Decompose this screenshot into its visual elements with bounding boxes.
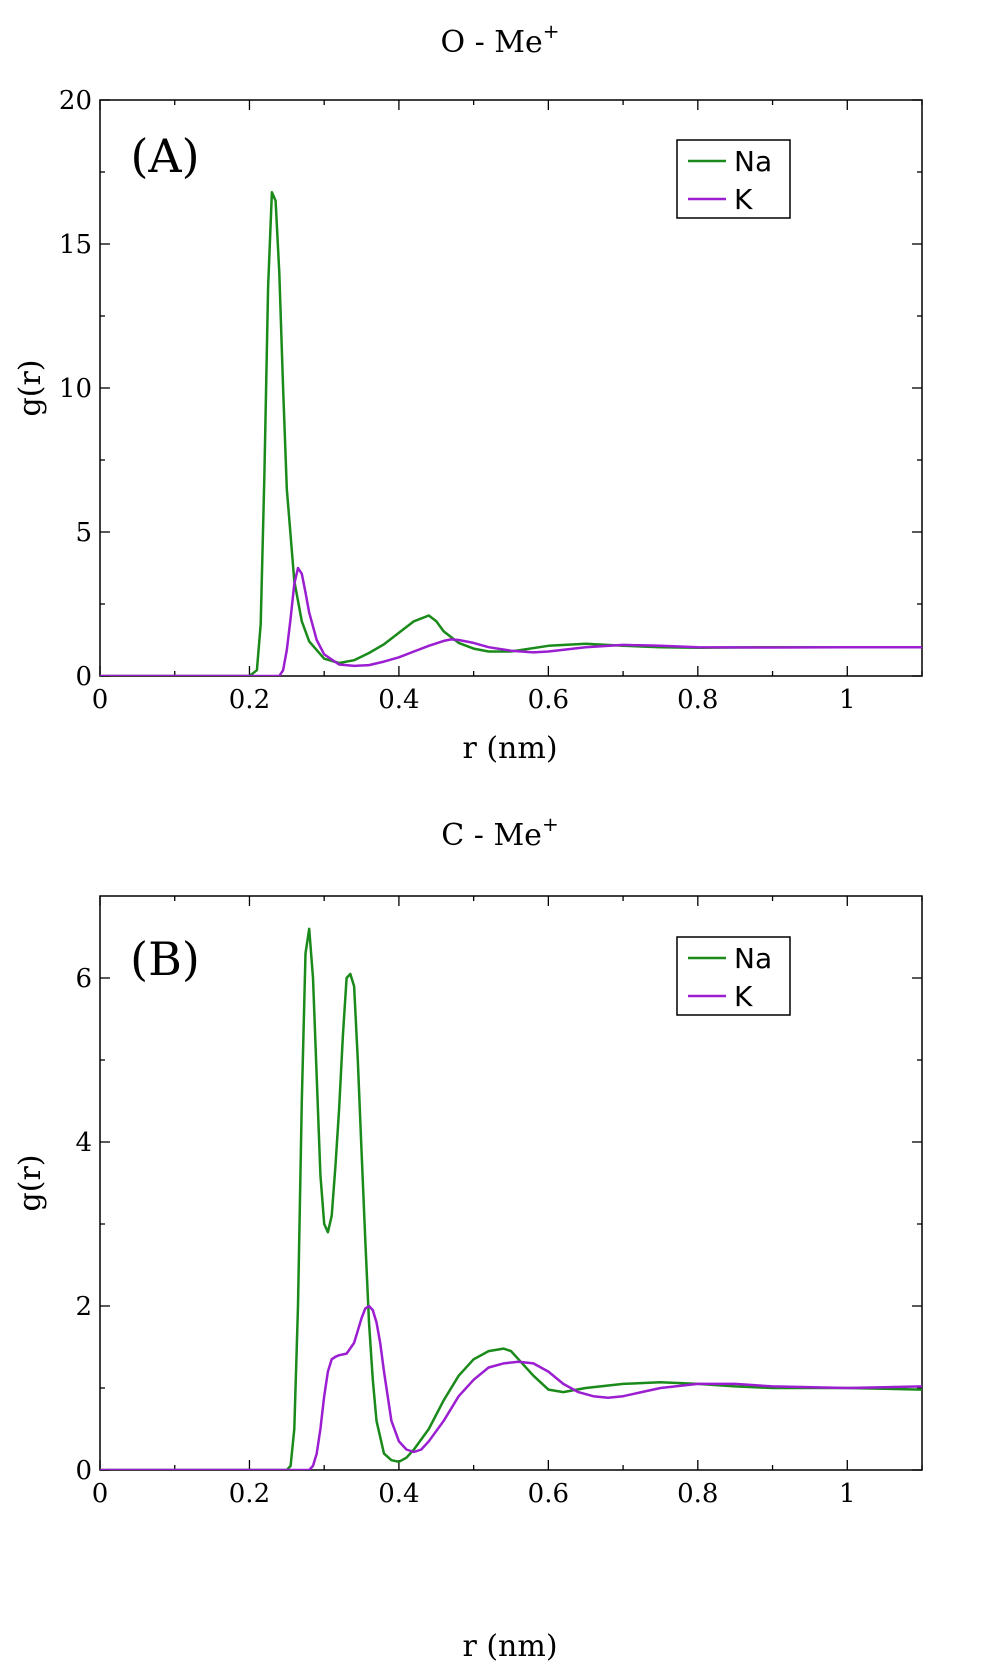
y-tick-label-a: 5 [75,518,92,548]
series-line-k-a [100,566,922,676]
x-tick-label-a: 0.4 [378,685,419,715]
series-line-k-b [100,1304,922,1470]
plot-frame-b [99,895,923,1471]
legend-box-a [676,139,791,219]
y-tick-label-b: 0 [75,1456,92,1486]
x-tick-label-b: 0.8 [677,1479,718,1509]
plot-frame-a [99,99,923,677]
x-tick-label-b: 0 [92,1479,109,1509]
legend-label-na-a: Na [734,145,772,178]
series-line-na-b [100,927,922,1470]
x-tick-label-b: 1 [839,1479,856,1509]
legend-a: Na K [676,139,791,219]
panel-label-a: (A) [130,129,199,183]
y-tick-label-a: 0 [75,662,92,692]
y-tick-label-a: 20 [59,86,92,116]
y-tick-label-a: 15 [59,230,92,260]
series-line-na-a [100,190,922,676]
x-tick-label-b: 0.2 [229,1479,270,1509]
x-axis-label-b: r (nm) [462,1629,557,1664]
y-tick-label-b: 4 [75,1128,92,1158]
x-tick-label-a: 0.2 [229,685,270,715]
chart-title-a: O - Me+ [440,19,559,60]
x-tick-label-a: 0.8 [677,685,718,715]
chart-title-b: C - Me+ [441,812,558,853]
x-tick-label-a: 1 [839,685,856,715]
y-axis-label-b: g(r) [13,1155,48,1212]
x-tick-label-a: 0 [92,685,109,715]
x-tick-label-b: 0.6 [528,1479,569,1509]
legend-label-k-a: K [734,183,753,216]
chart-panel-b: C - Me+ 0 0.2 0.4 0.6 0.8 1 0 2 4 6 (B) r (nm) g(… [13,812,923,1664]
y-axis-label-a: g(r) [13,360,48,417]
legend-box-b [676,936,791,1016]
x-tick-label-b: 0.4 [378,1479,419,1509]
legend-b: Na K [676,936,791,1016]
panel-label-b: (B) [130,932,200,986]
y-tick-label-a: 10 [59,374,92,404]
y-tick-label-b: 6 [75,964,92,994]
x-tick-label-a: 0.6 [528,685,569,715]
legend-label-na-b: Na [734,942,772,975]
y-tick-label-b: 2 [75,1292,92,1322]
legend-label-k-b: K [734,980,753,1013]
x-axis-label-a: r (nm) [462,731,557,766]
